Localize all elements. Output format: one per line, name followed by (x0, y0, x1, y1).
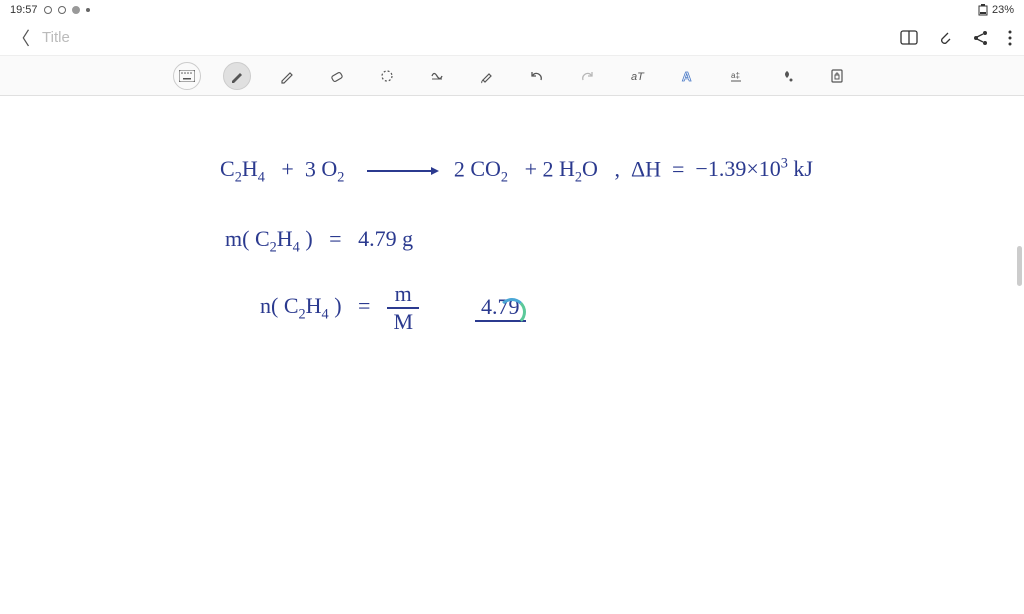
handwriting-moles: n( C2H4 ) = m M 4.79 (260, 281, 532, 335)
reader-icon[interactable] (900, 29, 918, 47)
coef-2a: 2 (454, 156, 465, 181)
plus1: + (281, 156, 293, 181)
handwriting-mass: m( C2H4 ) = 4.79 g (225, 226, 413, 256)
battery-icon (978, 4, 988, 16)
mass-value: 4.79 g (358, 226, 413, 251)
font-style-icon[interactable]: A (673, 62, 701, 90)
handwriting-equation: C2H4 + 3 O2 2 CO2 + 2 H2O , ΔH = −1.39×1… (220, 156, 813, 187)
delta-n: ΔH (631, 156, 661, 181)
eq3: = (358, 293, 370, 318)
status-left: 19:57 (10, 4, 90, 16)
pen-tool-icon[interactable] (223, 62, 251, 90)
canvas-area[interactable]: C2H4 + 3 O2 2 CO2 + 2 H2O , ΔH = −1.39×1… (0, 96, 1024, 614)
loading-spinner-icon (498, 298, 526, 326)
comma: , (614, 156, 620, 181)
attachment-icon[interactable] (936, 29, 954, 47)
reaction-arrow-icon (367, 170, 437, 172)
eq2: = (329, 226, 341, 251)
brush-tool-icon[interactable] (473, 62, 501, 90)
coef-3: 3 (305, 156, 316, 181)
lock-tool-icon[interactable] (823, 62, 851, 90)
paint-tool-icon[interactable] (773, 62, 801, 90)
frac-bot-M: M (387, 309, 419, 335)
coef-2b: 2 (543, 156, 554, 181)
back-icon[interactable]: 〈 (12, 25, 30, 51)
mass-label: m( C2H4 ) (225, 226, 313, 251)
share-icon[interactable] (972, 29, 990, 47)
product2: H2O (559, 156, 598, 181)
status-time: 19:57 (10, 4, 38, 16)
status-right: 23% (978, 4, 1014, 16)
status-indicator-icon (58, 6, 66, 14)
keyboard-tool-icon[interactable] (173, 62, 201, 90)
status-dot-icon (86, 8, 90, 12)
svg-text:aT: aT (631, 71, 645, 83)
status-indicator-icon (44, 6, 52, 14)
align-tool-icon[interactable]: a‡ (723, 62, 751, 90)
moles-label: n( C2H4 ) (260, 293, 342, 318)
scroll-handle[interactable] (1017, 246, 1022, 286)
eq: = (672, 156, 684, 181)
reactant1: C2H4 (220, 156, 265, 181)
reactant2: O2 (321, 156, 344, 181)
status-indicator-icon (72, 6, 80, 14)
svg-text:A: A (682, 69, 692, 84)
undo-icon[interactable] (523, 62, 551, 90)
fraction-m-over-M: m M (387, 281, 419, 335)
product1: CO2 (470, 156, 508, 181)
status-bar: 19:57 23% (0, 0, 1024, 20)
shape-tool-icon[interactable] (423, 62, 451, 90)
redo-icon[interactable] (573, 62, 601, 90)
lasso-tool-icon[interactable] (373, 62, 401, 90)
more-icon[interactable] (1008, 29, 1012, 47)
eraser-tool-icon[interactable] (323, 62, 351, 90)
delta-value: −1.39×103 kJ (695, 156, 813, 181)
text-tool-icon[interactable]: aT (623, 62, 651, 90)
toolbar: aT A a‡ (0, 56, 1024, 96)
frac-top-m: m (389, 281, 418, 307)
title-input[interactable]: Title (42, 29, 888, 46)
header-bar: 〈 Title (0, 20, 1024, 56)
highlighter-tool-icon[interactable] (273, 62, 301, 90)
svg-text:a‡: a‡ (731, 71, 740, 80)
battery-text: 23% (992, 4, 1014, 16)
plus2: + (525, 156, 537, 181)
